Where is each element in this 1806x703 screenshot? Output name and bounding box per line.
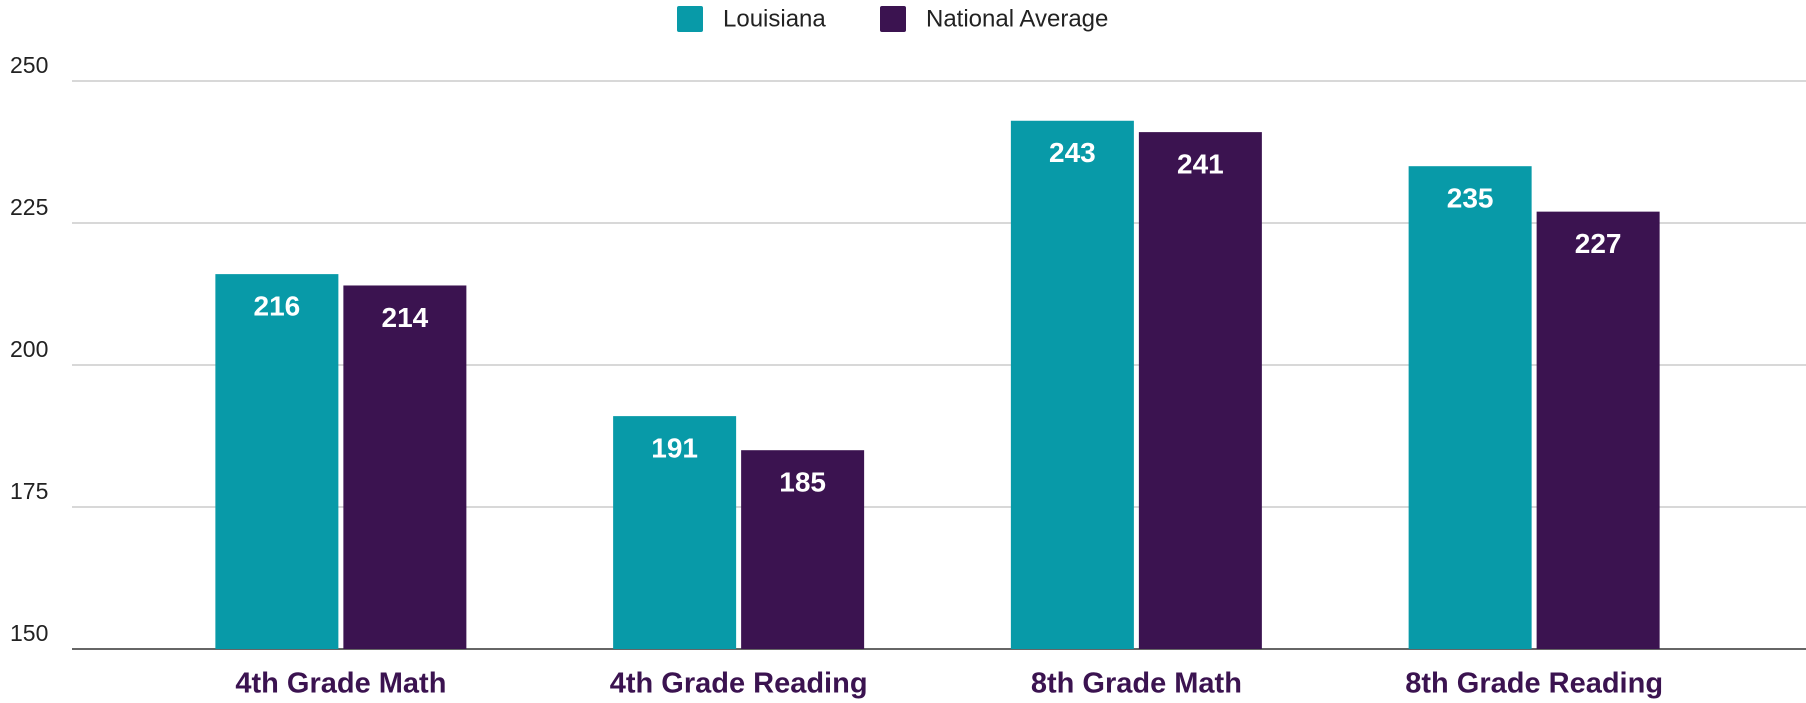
bar	[1408, 166, 1532, 649]
x-tick-label: 4th Grade Math	[235, 668, 446, 700]
legend-swatch	[880, 6, 906, 32]
value-label: 214	[382, 302, 429, 333]
bar	[215, 274, 339, 649]
y-tick-label: 175	[10, 478, 48, 504]
value-label: 227	[1575, 228, 1622, 259]
bar	[1010, 120, 1134, 649]
y-tick-label: 225	[10, 194, 48, 220]
bar	[741, 450, 865, 649]
value-label: 185	[779, 467, 826, 498]
value-label: 235	[1447, 183, 1494, 214]
legend-label: Louisiana	[723, 5, 826, 32]
bar	[1138, 132, 1262, 649]
value-label: 191	[651, 433, 698, 464]
x-tick-label: 8th Grade Math	[1031, 668, 1242, 700]
bar	[343, 285, 467, 649]
y-tick-label: 150	[10, 620, 48, 646]
legend-swatch	[677, 6, 703, 32]
y-tick-label: 250	[10, 52, 48, 78]
legend-label: National Average	[926, 5, 1108, 32]
bar	[1536, 211, 1660, 649]
bar	[613, 416, 737, 649]
value-label: 241	[1177, 149, 1224, 180]
y-tick-label: 200	[10, 336, 48, 362]
x-tick-label: 4th Grade Reading	[610, 668, 868, 700]
value-label: 216	[254, 291, 301, 322]
value-label: 243	[1049, 137, 1096, 168]
x-tick-label: 8th Grade Reading	[1405, 668, 1663, 700]
